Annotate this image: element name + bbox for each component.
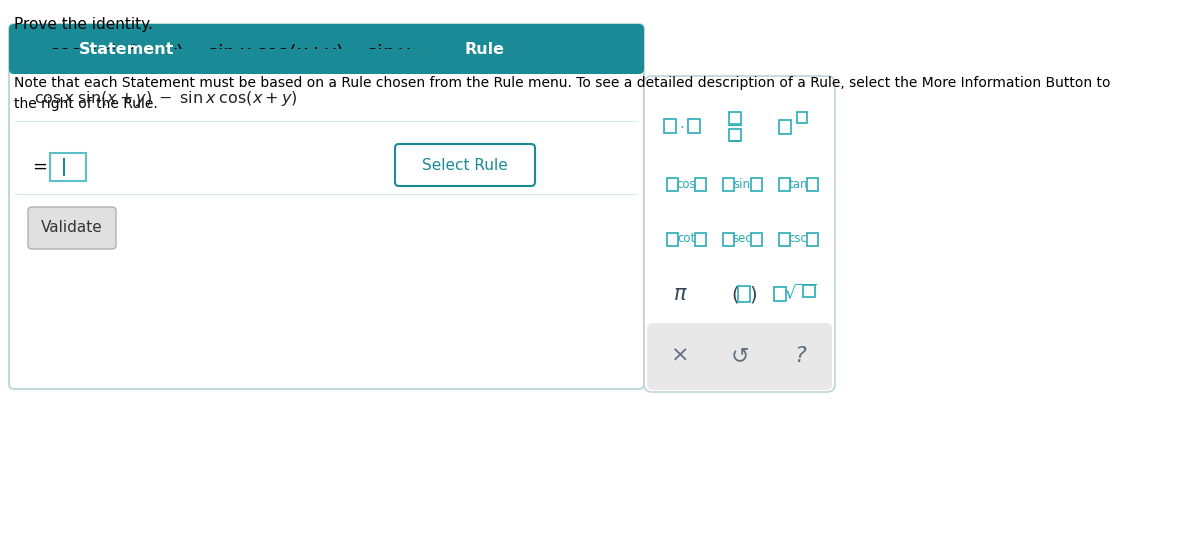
Bar <box>730 140 740 142</box>
Bar <box>695 177 706 190</box>
Bar <box>14 49 638 69</box>
FancyBboxPatch shape <box>10 24 644 74</box>
Text: sin: sin <box>733 177 750 190</box>
Text: Validate: Validate <box>41 220 103 236</box>
Bar <box>722 177 733 190</box>
Bar <box>730 112 742 124</box>
Bar <box>14 194 638 195</box>
Text: $\cdot$: $\cdot$ <box>679 119 685 134</box>
Text: Prove the identity.: Prove the identity. <box>14 17 152 32</box>
Text: Select Rule: Select Rule <box>422 157 508 172</box>
Bar <box>750 232 762 245</box>
FancyBboxPatch shape <box>28 207 116 249</box>
Bar <box>722 232 733 245</box>
Bar <box>774 287 786 301</box>
Text: Note that each Statement must be based on a Rule chosen from the Rule menu. To s: Note that each Statement must be based o… <box>14 76 1110 110</box>
Text: $\sqrt{\;\;\;}$: $\sqrt{\;\;\;}$ <box>784 284 816 303</box>
Bar <box>797 112 808 122</box>
Bar <box>750 177 762 190</box>
Bar <box>806 177 817 190</box>
Text: $\cos x\;\sin(x + y)\;-\;\sin x\;\cos(x + y)$: $\cos x\;\sin(x + y)\;-\;\sin x\;\cos(x … <box>34 89 298 108</box>
Text: ↺: ↺ <box>731 346 749 366</box>
Bar <box>779 177 790 190</box>
Text: sec: sec <box>732 232 752 245</box>
Bar <box>653 330 826 357</box>
Text: Rule: Rule <box>464 42 504 57</box>
Text: ): ) <box>749 286 757 305</box>
Text: Statement: Statement <box>79 42 174 57</box>
FancyBboxPatch shape <box>647 323 832 390</box>
Text: cot: cot <box>677 232 695 245</box>
Bar <box>803 285 815 297</box>
Text: =: = <box>32 158 47 176</box>
Bar <box>688 119 700 133</box>
Bar <box>666 232 678 245</box>
Text: tan: tan <box>788 177 808 190</box>
Text: cos: cos <box>676 177 696 190</box>
Bar <box>728 125 742 126</box>
Text: $\pi$: $\pi$ <box>672 284 688 304</box>
Text: $\cos x\;\sin(x{+}y) - \sin x\;\cos(x{+}y) = \sin y$: $\cos x\;\sin(x{+}y) - \sin x\;\cos(x{+}… <box>48 42 412 65</box>
Bar <box>64 158 65 176</box>
Text: (: ( <box>731 286 739 305</box>
Bar <box>738 286 750 302</box>
Bar <box>779 232 790 245</box>
Bar <box>666 177 678 190</box>
FancyBboxPatch shape <box>395 144 535 186</box>
Bar <box>730 129 742 141</box>
Bar <box>50 153 86 181</box>
Text: ?: ? <box>794 346 806 366</box>
Bar <box>806 232 817 245</box>
Bar <box>664 119 676 133</box>
FancyBboxPatch shape <box>10 24 644 389</box>
FancyBboxPatch shape <box>644 76 835 392</box>
Text: csc: csc <box>788 232 808 245</box>
Text: ×: × <box>671 346 689 366</box>
Bar <box>14 121 638 122</box>
Bar <box>695 232 706 245</box>
Bar <box>779 120 791 134</box>
